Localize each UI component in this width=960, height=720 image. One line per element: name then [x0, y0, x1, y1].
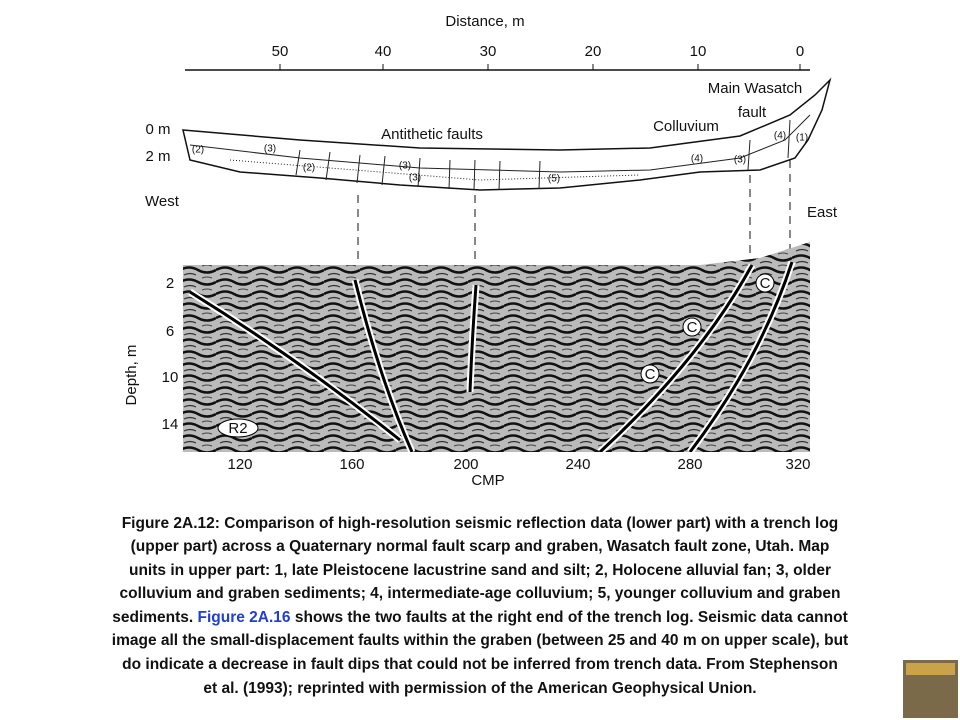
antithetic-label: Antithetic faults [381, 126, 483, 143]
figure-link[interactable]: Figure 2A.16 [198, 609, 291, 626]
cmp-tick-label: 280 [677, 456, 702, 473]
caption-text: sediments. [112, 609, 197, 626]
depth-label: 2 m [145, 148, 170, 165]
depth-tick-label: 6 [166, 323, 174, 340]
unit-label: (3) [264, 144, 276, 155]
top-tick-label: 20 [585, 43, 602, 60]
c-label: C [760, 275, 771, 292]
caption-text: shows the two faults at the right end of… [291, 609, 848, 626]
unit-label: (2) [192, 145, 204, 156]
caption-line: colluvium and graben sediments; 4, inter… [120, 585, 841, 602]
colluvium-label: Colluvium [653, 118, 719, 135]
fault-label: Main Wasatch [708, 80, 802, 97]
c-label: C [687, 319, 698, 336]
caption-line: sediments. Figure 2A.16 shows the two fa… [112, 609, 848, 626]
unit-boundary [189, 114, 811, 173]
cmp-tick-label: 120 [227, 456, 252, 473]
top-tick-label: 0 [796, 43, 804, 60]
depth-tick-label: 14 [162, 416, 179, 433]
c-marker [755, 273, 775, 293]
r2-outline [217, 418, 259, 438]
caption-line: Figure 2A.12: Comparison of high-resolut… [122, 515, 839, 532]
west-label: West [145, 193, 180, 210]
top-axis-label: Distance, m [445, 13, 524, 30]
trench-log [182, 77, 832, 191]
unit-label: (3) [409, 173, 421, 184]
unit-label: (4) [691, 154, 703, 165]
caption-line: units in upper part: 1, late Pleistocene… [129, 562, 831, 579]
unit-label: (4) [774, 131, 786, 142]
c-marker [682, 317, 702, 337]
unit-label: (1) [796, 133, 808, 144]
c-marker [640, 364, 660, 384]
east-label: East [807, 204, 838, 221]
unit-boundary [229, 159, 641, 181]
caption-line: et al. (1993); reprinted with permission… [203, 680, 756, 697]
fault-label: fault [738, 104, 767, 121]
top-tick-label: 50 [272, 43, 289, 60]
unit-label: (3) [734, 155, 746, 166]
depth-tick-label: 10 [162, 369, 179, 386]
book-cover-band [906, 663, 955, 675]
antithetic-faults [295, 119, 791, 191]
caption-line: do indicate a decrease in fault dips tha… [122, 656, 838, 673]
unit-label: (3) [399, 161, 411, 172]
cmp-label: CMP [471, 472, 504, 489]
depth-tick-label: 2 [166, 275, 174, 292]
unit-label: (2) [303, 163, 315, 174]
seismic-section [183, 242, 810, 452]
cmp-tick-label: 200 [453, 456, 478, 473]
top-tick-label: 10 [690, 43, 707, 60]
r2-label: R2 [228, 420, 247, 437]
top-tick-label: 30 [480, 43, 497, 60]
cmp-tick-label: 320 [785, 456, 810, 473]
depth-axis-label: Depth, m [123, 345, 140, 406]
cmp-tick-label: 240 [565, 456, 590, 473]
top-tick-label: 40 [375, 43, 392, 60]
caption-line: (upper part) across a Quaternary normal … [131, 538, 830, 555]
c-label: C [645, 366, 656, 383]
cmp-tick-label: 160 [339, 456, 364, 473]
depth-label: 0 m [145, 121, 170, 138]
caption-line: image all the small-displacement faults … [112, 632, 848, 649]
unit-label: (5) [548, 174, 560, 185]
